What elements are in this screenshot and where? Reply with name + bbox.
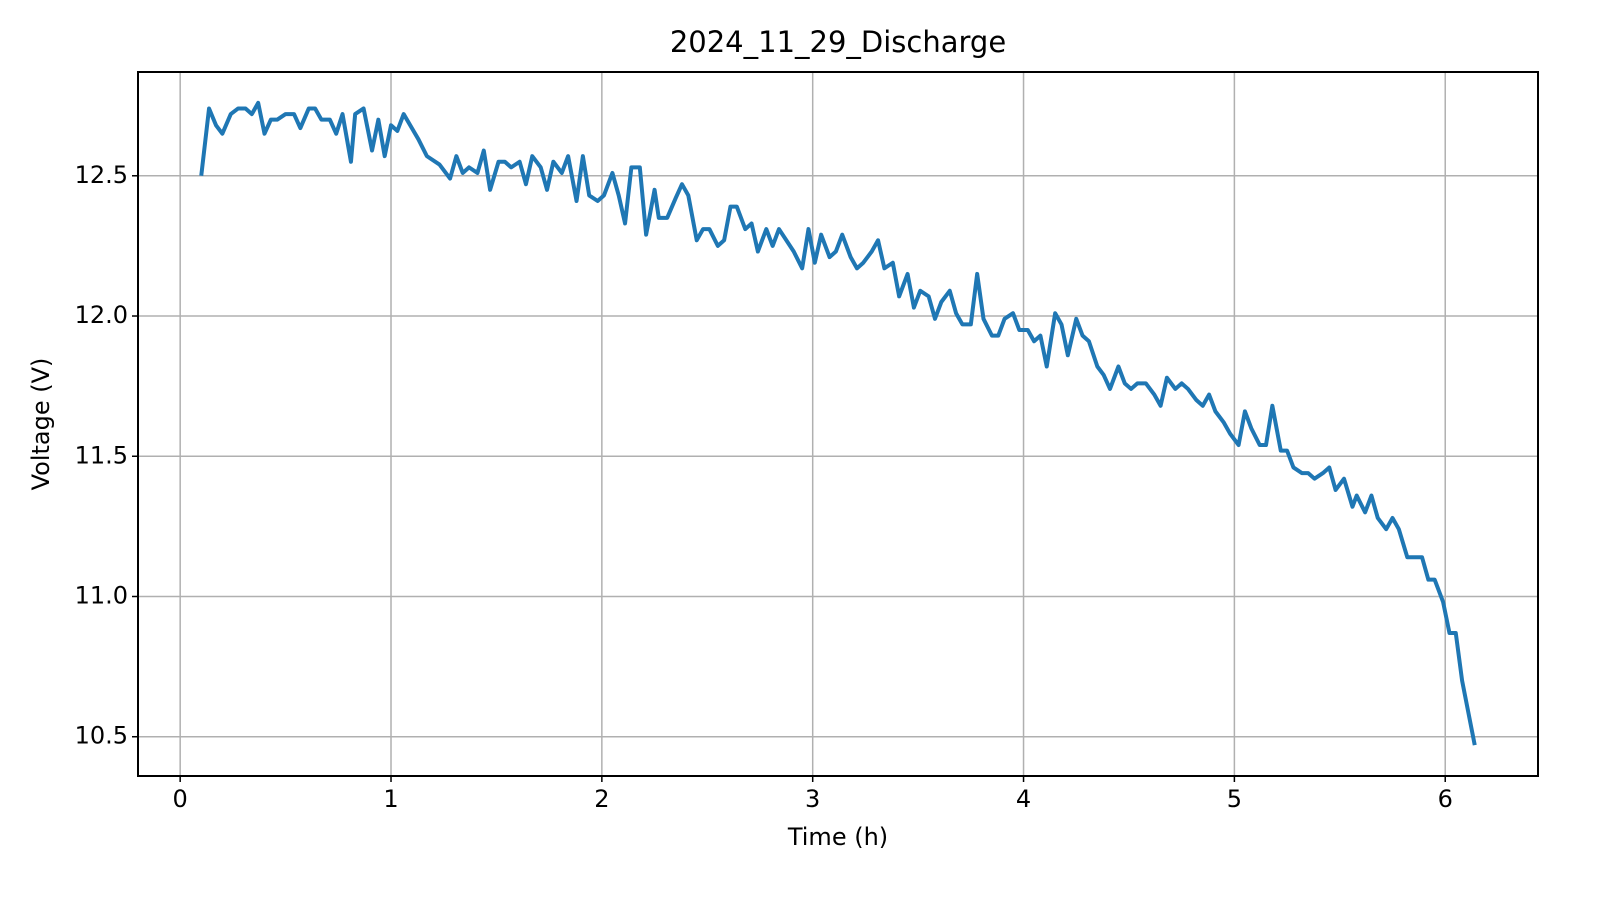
data-line (199, 100, 1477, 746)
y-tick-label: 12.0 (75, 301, 128, 329)
x-tick-label: 0 (173, 785, 188, 813)
x-tick-label: 1 (383, 785, 398, 813)
y-axis-label: Voltage (V) (27, 358, 55, 491)
x-tick-label: 6 (1438, 785, 1453, 813)
plot (199, 100, 1477, 746)
y-tick-label: 12.5 (75, 161, 128, 189)
axes-frame (137, 71, 1539, 777)
y-tick-label: 11.0 (75, 581, 128, 609)
x-tick-label: 5 (1227, 785, 1242, 813)
y-tick-label: 11.5 (75, 441, 128, 469)
x-tick-label: 3 (805, 785, 820, 813)
chart-title: 2024_11_29_Discharge (670, 25, 1006, 59)
x-axis-label: Time (h) (787, 823, 888, 851)
y-tick-label: 10.5 (75, 722, 128, 750)
x-tick-label: 4 (1016, 785, 1031, 813)
x-tick-label: 2 (594, 785, 609, 813)
grid (138, 72, 1538, 776)
